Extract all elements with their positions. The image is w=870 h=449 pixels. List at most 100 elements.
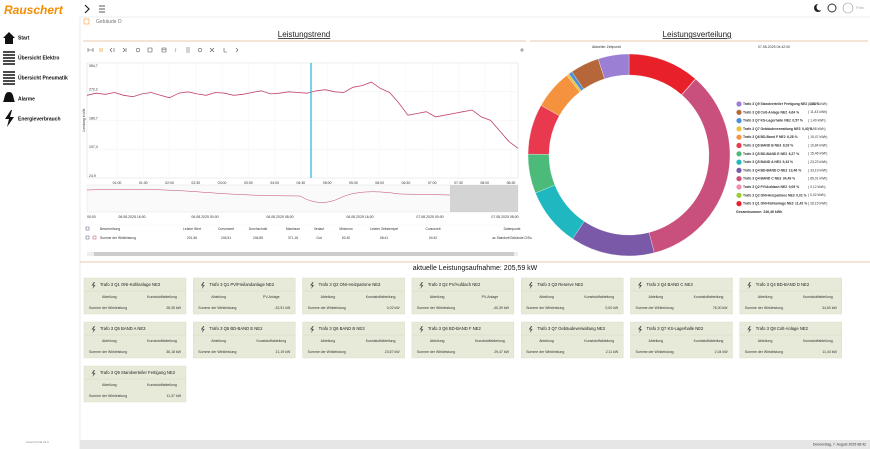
card-power: 23,57 kW [385, 350, 400, 354]
card-label: Abteilung [758, 295, 773, 299]
tool-refresh[interactable] [197, 47, 203, 53]
tool-clear[interactable] [209, 47, 215, 53]
nav-energie[interactable]: Energieverbrauch [18, 116, 61, 122]
donut-segment [628, 53, 696, 95]
card-department: Kunststoffabteilung [694, 295, 724, 299]
card[interactable] [83, 321, 187, 359]
card-department: Kunststoffabteilung [694, 339, 724, 343]
cards-title: aktuelle Leistungsaufnahme: 205,59 kW [413, 265, 538, 272]
card-power: 2,11 kW [606, 350, 619, 354]
tool-zoom-fit[interactable] [87, 48, 94, 52]
nav-elektro[interactable]: Übersicht Elektro [18, 54, 59, 61]
back-button[interactable] [84, 4, 90, 14]
checkbox[interactable] [85, 226, 90, 231]
card[interactable] [302, 277, 405, 315]
card[interactable] [411, 321, 515, 359]
card-label: Summe der Wirkleistung [417, 350, 455, 354]
card-label: Summe der Wirkleistung [89, 306, 127, 310]
tool-pin[interactable] [235, 47, 239, 53]
card-icon [528, 282, 533, 289]
tool-zoom[interactable] [135, 47, 141, 53]
card[interactable] [739, 277, 842, 315]
table-cell: 04:42 [429, 236, 437, 240]
menu-button[interactable] [99, 5, 105, 13]
version: Asset Portal v6.0 [26, 440, 49, 444]
card-title: Trafo 3 Q5 BD-BAND E NE2 [209, 326, 263, 331]
card-label: Summe der Wirkleistung [308, 306, 346, 310]
tool-end[interactable] [122, 47, 127, 53]
legend-energy: ( 19,84 kWh) [808, 143, 827, 147]
card-icon [91, 370, 96, 377]
card-title: Trafo 3 Q4 BAND C NE3 [647, 282, 694, 287]
tool-table[interactable] [161, 47, 167, 53]
legend-percent: 0,57 % [792, 118, 803, 122]
card[interactable] [739, 321, 842, 359]
legend-swatch [736, 134, 742, 140]
x-tick-label: 01:30 [139, 181, 148, 185]
tool-crosshair[interactable] [520, 48, 524, 52]
tool-start[interactable] [109, 47, 115, 53]
card-power: 29,47 kW [494, 350, 509, 354]
card[interactable] [83, 365, 187, 403]
logo: Rauschert [4, 3, 64, 17]
legend-label: Trafo 3 Q4 BD-BAND D NE2 13,46 % [743, 168, 801, 172]
checkbox[interactable] [85, 235, 90, 240]
card[interactable] [630, 277, 733, 315]
legend-energy: ( 11,43 kWh) [808, 110, 827, 114]
user-name: Felix [856, 5, 864, 10]
navigator-line [86, 189, 451, 203]
legend-label: Trafo 3 Q2 PV/Aufdach NE2 0,05 % [743, 185, 799, 189]
card-department: Kunststoffabteilung [475, 339, 505, 343]
legend-name: Trafo 3 Q8 Colt-Anlage NE2 [743, 110, 787, 114]
tool-pause[interactable] [99, 48, 103, 52]
legend-name: Trafo 3 Q2 PV/Aufdach NE2 [743, 185, 787, 189]
tool-annotate[interactable] [174, 47, 177, 53]
breadcrumb[interactable]: Gebäude D [96, 19, 122, 25]
status-bar [80, 440, 870, 449]
card[interactable] [521, 321, 624, 359]
card-label: Abteilung [102, 295, 117, 299]
card-label: Abteilung [211, 339, 226, 343]
user-avatar[interactable] [842, 2, 854, 14]
card[interactable] [302, 321, 405, 359]
settings-button[interactable] [827, 3, 837, 13]
legend-percent: 4,94 % [809, 102, 820, 106]
card-title: Trafo 3 Q7 Gebäudeverwaltung NE3 [537, 326, 605, 331]
card[interactable] [630, 321, 733, 359]
legend-percent: 13,46 % [789, 168, 801, 172]
navigator-window[interactable] [450, 185, 518, 212]
card-label: Abteilung [102, 339, 117, 343]
theme-toggle-cut [816, 3, 824, 11]
card-icon [747, 326, 752, 333]
legend-name: Trafo 3 Q4 BAND C NE3 [743, 177, 781, 181]
legend-percent: 9,43 % [783, 160, 794, 164]
tool-list[interactable] [186, 47, 190, 53]
card[interactable] [521, 277, 624, 315]
card-label: Abteilung [430, 295, 445, 299]
donut-segment [535, 184, 585, 239]
legend-swatch [736, 109, 742, 115]
legend-swatch [736, 101, 742, 107]
legend-percent: 8,03 % [783, 143, 794, 147]
legend-percent: 11,42 % [795, 201, 807, 205]
x-tick-label: 02:00 [165, 181, 174, 185]
nav-pneumatik[interactable]: Übersicht Pneumatik [18, 74, 68, 81]
card-title: Trafo 3 Q2 ONI-Heizpatrone NE3 [319, 282, 381, 287]
tool-export[interactable] [223, 48, 227, 53]
card-label: Abteilung [539, 295, 554, 299]
card-label: Abteilung [539, 339, 554, 343]
card[interactable] [193, 321, 296, 359]
legend-label: Trafo 3 Q2 ONI-Heizpatrone NE3 0,01 % [743, 193, 807, 197]
legend-swatch [736, 142, 742, 149]
card[interactable] [83, 277, 187, 315]
scrollbar-thumb[interactable] [94, 252, 514, 256]
card-label: Summe der Wirkleistung [636, 306, 674, 310]
card[interactable] [193, 277, 296, 315]
legend-percent: 0,01 % [796, 193, 807, 197]
series-swatch [92, 235, 97, 240]
nav-alarme[interactable]: Alarme [18, 96, 35, 102]
tool-select[interactable] [147, 47, 153, 53]
legend-swatch [736, 184, 742, 190]
nav-start[interactable]: Start [18, 35, 30, 41]
card[interactable] [411, 277, 515, 315]
